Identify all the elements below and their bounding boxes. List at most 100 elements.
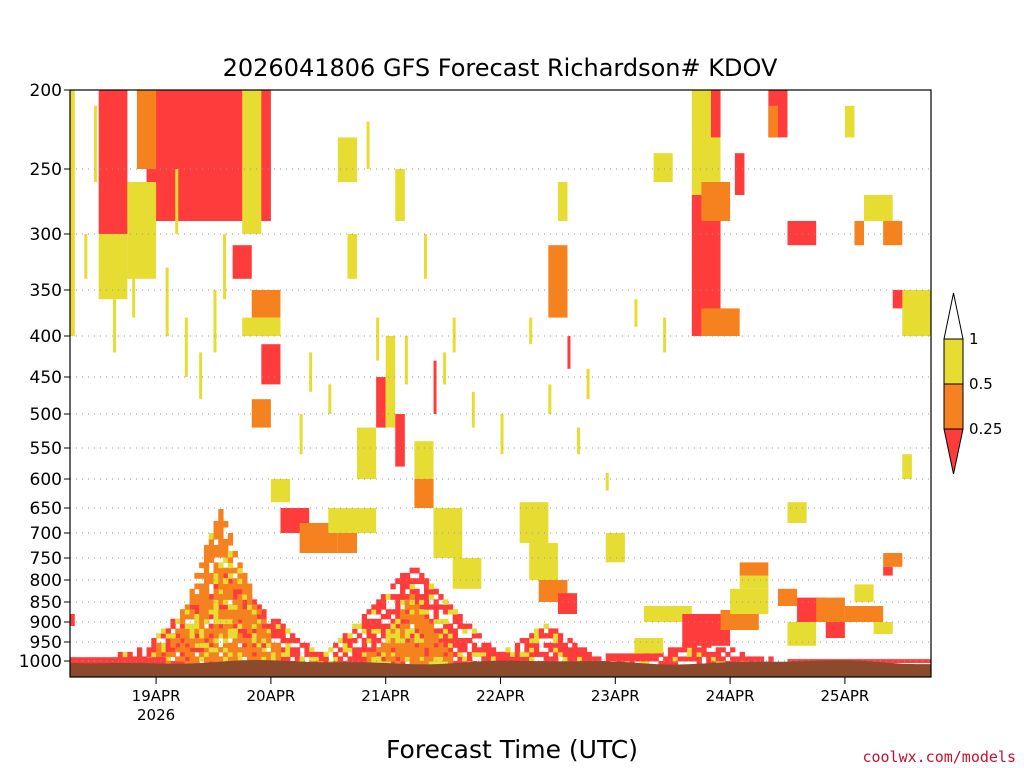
heat-cell: [203, 618, 210, 625]
heat-cell: [457, 656, 463, 662]
heat-cell: [242, 614, 248, 620]
heat-cell: [443, 618, 449, 625]
heat-cell: [199, 638, 205, 644]
heat-cell: [366, 651, 372, 657]
heat-cell: [419, 572, 425, 579]
heat-cell: [347, 234, 357, 279]
heat-cell: [146, 651, 152, 657]
heat-cell: [223, 623, 229, 629]
heat-cell: [246, 651, 253, 657]
heat-cell: [156, 633, 162, 639]
heat-cell: [213, 599, 219, 605]
heat-cell: [419, 633, 425, 639]
heat-cell: [194, 647, 200, 653]
color-legend: 1 0.5 0.25: [943, 292, 1002, 475]
heat-cell: [246, 599, 253, 605]
heat-cell: [242, 578, 248, 585]
heat-cell: [189, 614, 195, 620]
heat-cell: [548, 628, 554, 634]
heat-cell: [232, 642, 238, 648]
heat-cell: [290, 638, 296, 644]
heat-cell: [443, 633, 449, 639]
heat-cell: [213, 290, 217, 353]
heat-cell: [400, 661, 406, 667]
heat-cell: [318, 651, 325, 657]
heat-cell: [232, 594, 238, 600]
heat-cell: [739, 651, 745, 657]
credit-text: coolwx.com/models: [862, 748, 1016, 766]
heat-cell: [385, 628, 391, 634]
heat-cell: [170, 647, 176, 653]
heat-cell: [227, 628, 234, 634]
heat-cell: [438, 604, 444, 610]
heat-cell: [280, 633, 286, 639]
heat-cell: [223, 604, 229, 610]
heat-cell: [385, 638, 391, 644]
heat-cell: [366, 647, 372, 653]
heat-cell: [366, 633, 372, 639]
heat-cell: [237, 562, 243, 569]
heat-cell: [452, 317, 456, 353]
heat-cell: [462, 647, 468, 653]
heat-cell: [361, 618, 368, 625]
heat-cell: [232, 588, 238, 595]
heat-cell: [170, 651, 176, 657]
x-tick-label: 24APR: [706, 687, 755, 705]
heat-cell: [395, 578, 401, 585]
heat-cell: [467, 651, 473, 657]
heat-cell: [223, 633, 229, 639]
heat-cell: [194, 618, 200, 625]
heat-cell: [376, 604, 382, 610]
heat-cell: [160, 651, 167, 657]
heat-cell: [371, 647, 377, 653]
heat-cell: [543, 623, 549, 629]
heat-cell: [376, 609, 382, 615]
heat-cell: [203, 656, 210, 662]
heat-cell: [98, 234, 128, 300]
heat-cell: [347, 633, 353, 639]
heat-cell: [203, 599, 210, 605]
heat-cell: [734, 656, 741, 662]
heat-cell: [251, 618, 258, 625]
heat-cell: [433, 642, 439, 648]
heat-cell: [447, 609, 454, 615]
ground-surface: [70, 660, 931, 677]
heat-cell: [256, 614, 262, 620]
heat-cell: [136, 651, 143, 657]
heat-cell: [481, 642, 487, 648]
heat-cell: [180, 651, 186, 657]
heat-cell: [251, 290, 281, 318]
heat-cell: [352, 638, 358, 644]
heat-cell: [447, 651, 454, 657]
heat-cell: [184, 609, 191, 615]
ground-fill: [70, 660, 931, 677]
heat-cell: [423, 614, 430, 620]
heat-cell: [213, 642, 219, 648]
heat-cell: [261, 628, 267, 634]
heat-cell: [452, 633, 458, 639]
y-tick-label: 300: [30, 225, 62, 245]
heat-cell: [160, 628, 167, 634]
heat-cell: [409, 578, 415, 585]
heat-cell: [203, 628, 210, 634]
heat-cell: [232, 638, 238, 644]
heat-cell: [203, 651, 210, 657]
heat-cell: [180, 642, 186, 648]
x-tick-label: 19APR: [132, 687, 181, 705]
heat-cell: [175, 638, 181, 644]
heat-cell: [663, 317, 667, 353]
heat-cell: [476, 651, 482, 657]
heat-cell: [165, 642, 171, 648]
heat-cell: [213, 623, 219, 629]
heat-cell: [423, 651, 430, 657]
heat-cell: [457, 642, 463, 648]
heat-cell: [227, 642, 234, 648]
heat-cell: [136, 90, 157, 169]
heat-cell: [543, 633, 549, 639]
heat-cell: [423, 604, 430, 610]
heat-cell: [380, 594, 387, 600]
heat-cell: [414, 647, 420, 653]
heat-cell: [160, 647, 167, 653]
heat-cell: [275, 656, 281, 662]
heat-cell: [366, 638, 372, 644]
